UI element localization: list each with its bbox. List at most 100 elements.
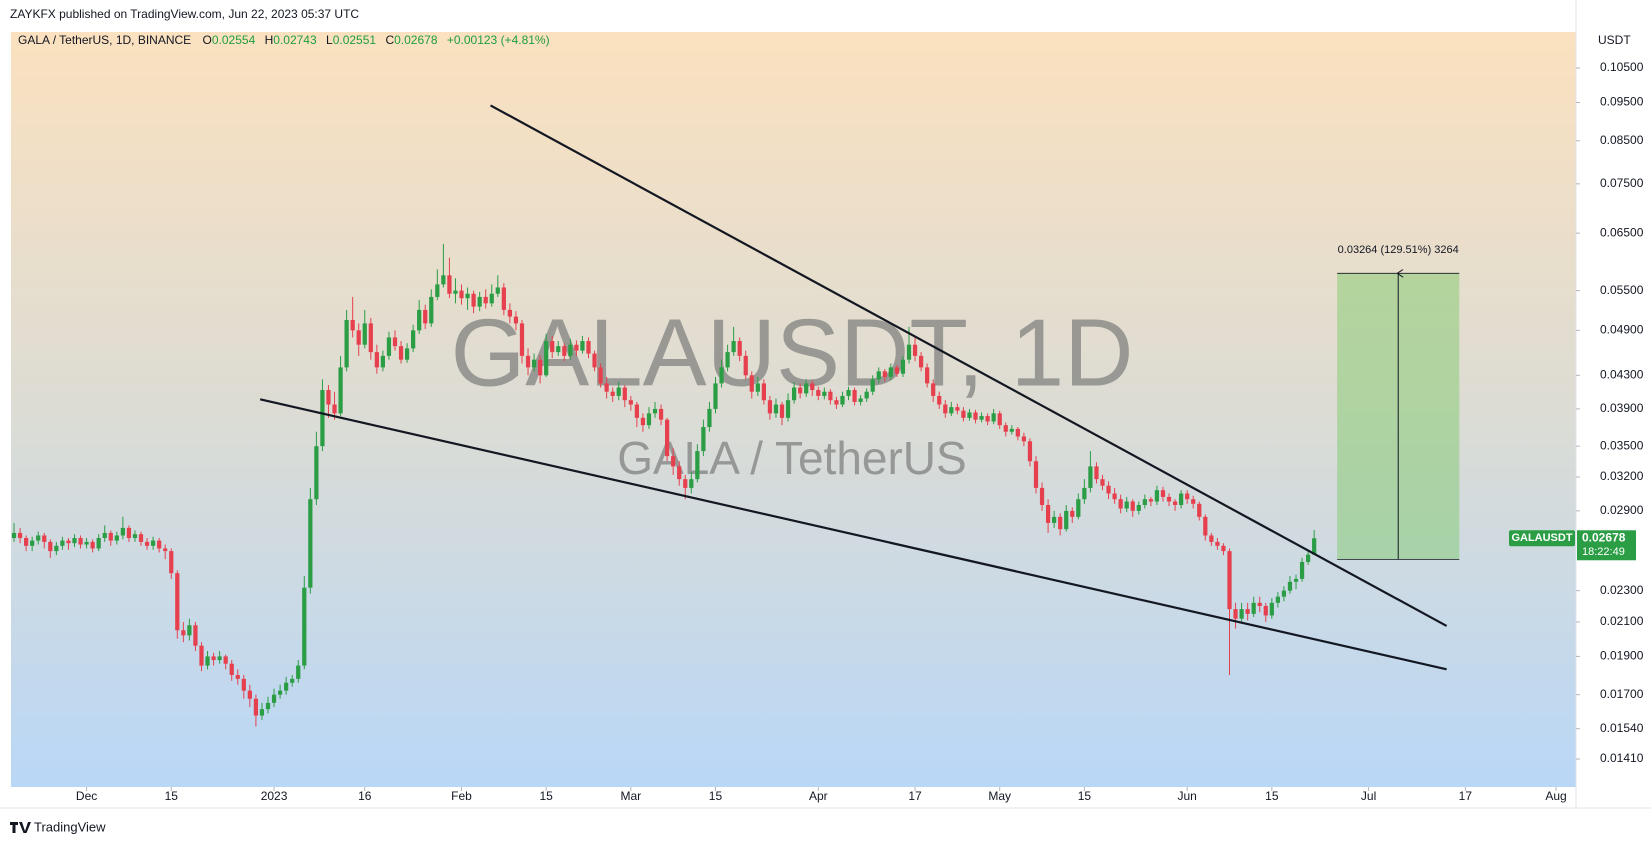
candle-body (550, 341, 555, 353)
x-tick-label: Dec (76, 789, 97, 803)
candle-body (973, 412, 978, 420)
candle-body (852, 390, 857, 402)
candle-body (749, 375, 754, 392)
candle-body (544, 341, 549, 376)
candle-body (1136, 504, 1141, 511)
candle-body (126, 527, 132, 539)
trend-line (490, 104, 1448, 627)
candle-body (1021, 436, 1027, 442)
candle-body (223, 656, 228, 664)
candle-body (846, 390, 851, 396)
candle-body (380, 355, 386, 368)
candle-body (997, 413, 1002, 426)
candle-body (580, 341, 585, 351)
candle-body (411, 330, 416, 349)
candle-body (471, 293, 476, 307)
candle-body (925, 367, 930, 384)
candle-body (163, 548, 168, 552)
candle-body (773, 404, 779, 414)
candle-body (453, 290, 458, 294)
candle-body (1239, 609, 1244, 619)
candle-body (338, 367, 343, 414)
y-tick-label: 0.04300 (1600, 367, 1644, 381)
symbol: GALA / TetherUS, 1D, BINANCE (18, 33, 191, 47)
candle-body (646, 413, 652, 426)
candle-body (429, 296, 434, 324)
candle-body (658, 408, 664, 420)
candle-body (296, 665, 301, 679)
published-note: ZAYKFX published on TradingView.com, Jun… (10, 7, 359, 21)
y-tick-label: 0.08500 (1600, 133, 1644, 147)
candle-body (834, 400, 839, 405)
candle-body (1009, 428, 1014, 432)
ticker-label: GALAUSDT (1511, 532, 1572, 544)
candle-body (1003, 425, 1008, 432)
candle-body (991, 413, 996, 422)
x-tick-label: 15 (1078, 789, 1092, 803)
candle-body (1094, 466, 1099, 480)
candle-body (937, 395, 942, 405)
candle-body (78, 538, 83, 545)
candle-body (253, 698, 259, 716)
candle-body (314, 446, 319, 500)
candle-body (48, 541, 53, 552)
candle-body (1045, 504, 1051, 523)
candle-body (719, 367, 724, 384)
x-tick-label: 15 (709, 789, 723, 803)
candle-body (501, 287, 506, 310)
candle-body (1166, 496, 1172, 502)
candle-body (120, 527, 125, 536)
candle-body (628, 400, 633, 405)
ohlc-key: H (265, 33, 274, 47)
candle-body (931, 383, 936, 396)
candle-body (622, 387, 627, 401)
x-tick-label: Jun (1177, 789, 1196, 803)
candle-body (949, 407, 954, 414)
candle-body (284, 682, 289, 691)
candle-body (102, 532, 107, 539)
candle-body (386, 337, 392, 356)
candle-body (592, 353, 597, 368)
candle-body (1299, 561, 1305, 579)
x-tick-label: May (988, 789, 1011, 803)
candle-body (235, 675, 240, 679)
candle-body (912, 344, 918, 356)
y-tick-label: 0.01700 (1600, 687, 1644, 701)
ticker-box (1509, 530, 1575, 547)
candle-body (513, 316, 519, 324)
candle-body (1070, 510, 1075, 517)
candle-body (326, 390, 331, 405)
y-tick-label: 0.04900 (1600, 323, 1644, 337)
candle-body (1221, 545, 1226, 552)
ohlc-key: C (385, 33, 394, 47)
candle-body (169, 551, 174, 574)
candle-body (707, 408, 712, 428)
candle-body (701, 427, 706, 452)
y-tick-label: 0.02900 (1600, 503, 1644, 517)
candle-body (36, 535, 41, 541)
candle-body (798, 387, 803, 394)
x-tick-label: Aug (1545, 789, 1566, 803)
candle-body (459, 290, 464, 299)
y-tick-label: 0.05500 (1600, 283, 1644, 297)
ohlc-value: 0.02678 (394, 33, 438, 47)
measure-label: 0.03264 (129.51%) 3264 (1338, 244, 1459, 256)
candle-body (308, 499, 313, 588)
candle-body (465, 293, 470, 299)
ohlc-key: O (203, 33, 212, 47)
y-tick-label: 0.03900 (1600, 401, 1644, 415)
candle-body (277, 690, 283, 695)
candle-body (489, 293, 494, 304)
candle-body (1039, 487, 1045, 505)
y-tick-label: 0.02300 (1600, 583, 1644, 597)
candle-body (822, 391, 827, 396)
countdown: 18:22:49 (1582, 546, 1625, 558)
candle-body (755, 383, 760, 392)
x-tick-label: Mar (620, 789, 641, 803)
candle-body (392, 337, 398, 347)
candle-body (1033, 461, 1039, 488)
candle-body (652, 408, 658, 414)
candle-body (1287, 581, 1293, 591)
candle-body (598, 367, 603, 384)
